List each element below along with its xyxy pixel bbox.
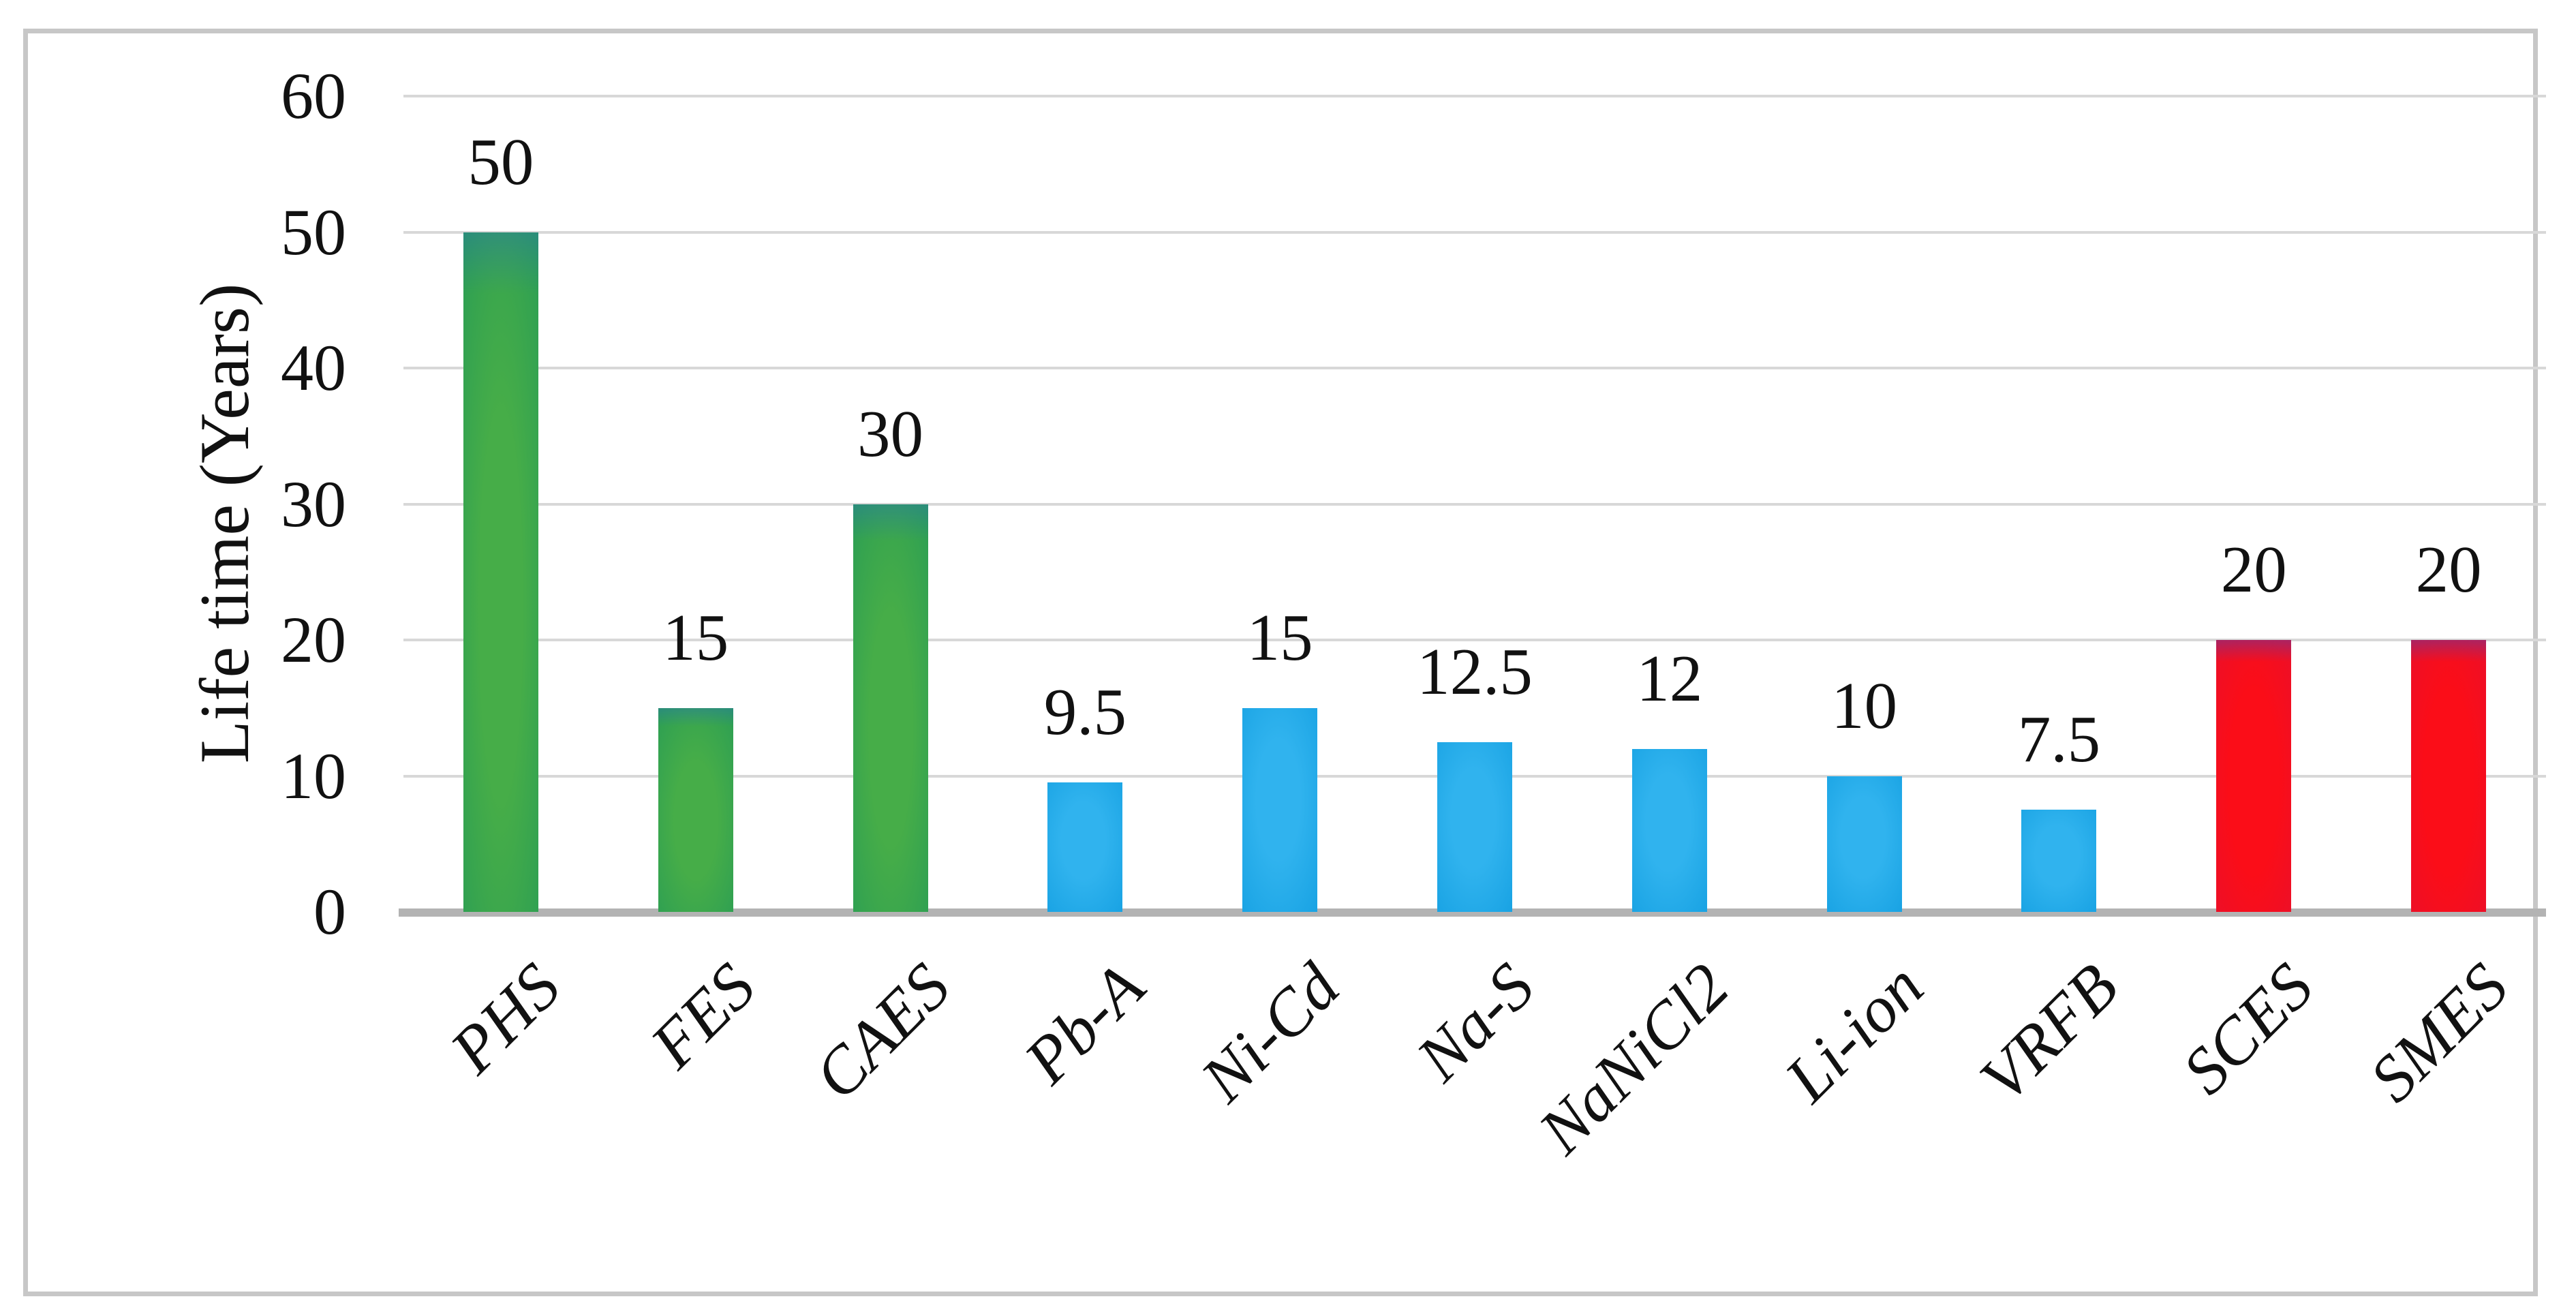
gridline-y-60 [403, 95, 2546, 97]
y-tick-label-30: 30 [281, 467, 346, 540]
bar-value-label-Na-S: 12.5 [1417, 635, 1533, 708]
bar-NaNiCl2 [1631, 748, 1707, 912]
bar-SCES [2216, 640, 2292, 912]
bar-value-label-CAES: 30 [857, 397, 924, 470]
bar-value-label-PHS: 50 [467, 125, 534, 198]
bar-SMES [2411, 640, 2487, 912]
x-axis-baseline [399, 908, 2546, 917]
gridline-y-50 [403, 230, 2546, 234]
gridline-y-20 [403, 639, 2546, 641]
bar-value-label-FES: 15 [662, 600, 729, 674]
bar-CAES [853, 504, 928, 912]
bar-value-label-VRFB: 7.5 [2017, 703, 2101, 776]
bar-Na-S [1437, 742, 1512, 912]
figure-border [23, 29, 2538, 1296]
bar-value-label-SCES: 20 [2220, 533, 2287, 606]
y-tick-label-60: 60 [281, 59, 346, 132]
bar-value-label-Ni-Cd: 15 [1246, 600, 1313, 674]
y-tick-label-50: 50 [281, 195, 346, 269]
bar-value-label-Li-ion: 10 [1831, 669, 1898, 742]
bar-VRFB [2021, 810, 2097, 912]
y-tick-label-0: 0 [313, 875, 346, 948]
bar-Ni-Cd [1242, 707, 1318, 912]
gridline-y-30 [403, 502, 2546, 506]
bar-value-label-SMES: 20 [2415, 533, 2482, 606]
bar-value-label-NaNiCl2: 12 [1636, 641, 1703, 715]
y-tick-label-20: 20 [281, 603, 346, 676]
bar-Li-ion [1826, 776, 1902, 912]
gridline-y-40 [403, 367, 2546, 369]
bar-FES [658, 707, 733, 912]
y-tick-label-40: 40 [281, 331, 346, 404]
bar-Pb-A [1047, 782, 1123, 912]
y-tick-label-10: 10 [281, 739, 346, 812]
bar-value-label-Pb-A: 9.5 [1043, 675, 1126, 749]
bar-PHS [463, 232, 538, 912]
